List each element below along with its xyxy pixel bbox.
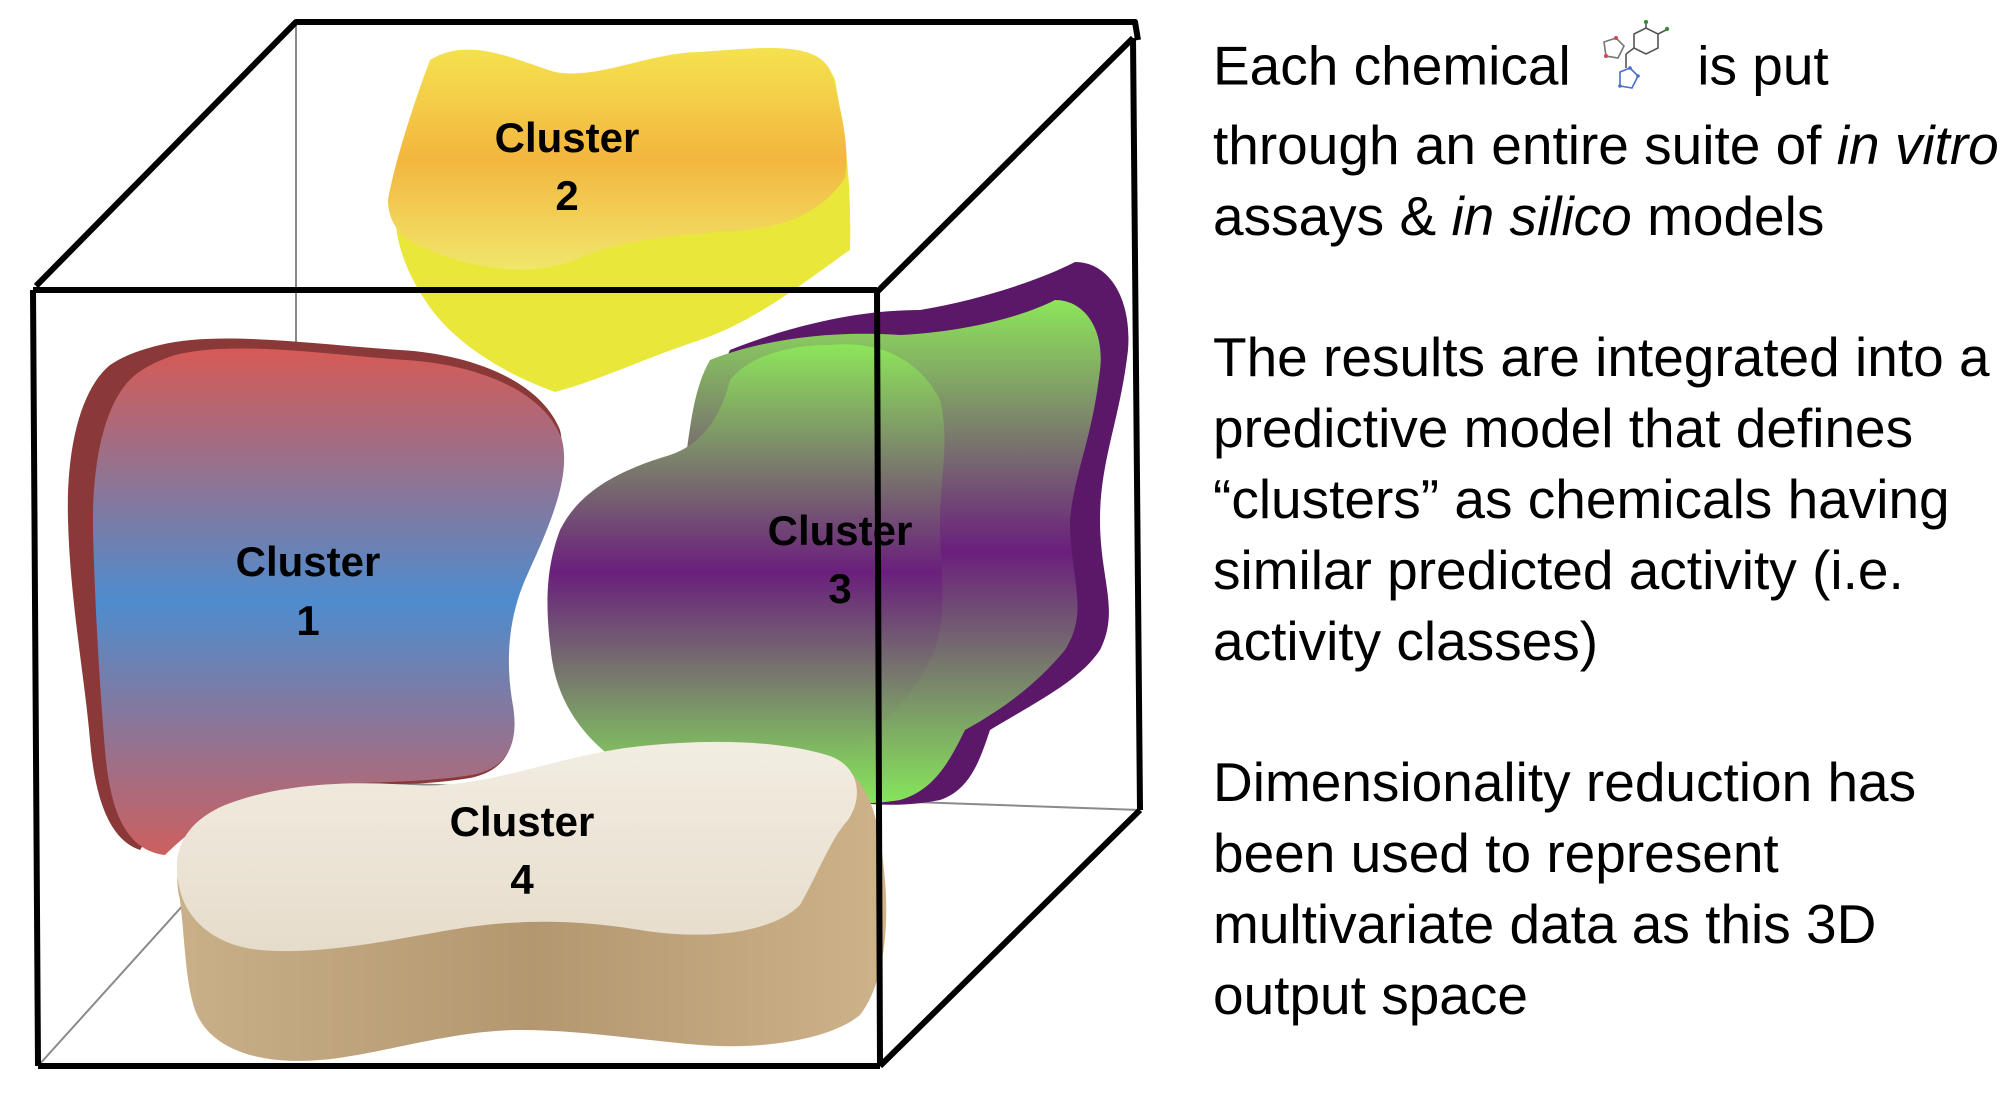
cluster-3-label-number: 3 — [828, 565, 851, 612]
cluster-1-shape: Cluster 1 — [67, 338, 565, 855]
paragraph-1-text-b: is put through an entire suite of — [1213, 34, 1829, 176]
description-paragraph-2: The results are integrated into a predic… — [1213, 326, 1990, 672]
cluster-2-label-number: 2 — [555, 172, 578, 219]
cluster-2-shape: Cluster 2 — [388, 47, 851, 393]
cube-front-face — [30, 287, 877, 1067]
chemical-structure-icon — [1603, 20, 1670, 89]
cluster-4-shape: Cluster 4 — [176, 741, 887, 1061]
paragraph-1-italic-in-silico: in silico — [1451, 185, 1632, 247]
paragraph-1-italic-in-vitro: in vitro — [1836, 114, 1999, 176]
cluster-3-label-word: Cluster — [768, 507, 913, 554]
cube-top-edges — [33, 19, 1141, 295]
description-paragraph-1: Each chemical is put through an entire s… — [1213, 20, 2003, 252]
cube-front-edges — [38, 37, 1143, 1069]
cluster-4-label-number: 4 — [510, 856, 534, 903]
cluster-2-label-word: Cluster — [495, 114, 640, 161]
cluster-1-label-word: Cluster — [236, 538, 381, 585]
cluster-diagram: Cluster 2 Cluster 3 Cluster 1 Cluster 4 — [30, 19, 1143, 1069]
cluster-1-label-number: 1 — [296, 597, 319, 644]
description-paragraph-3: Dimensionality reduction has been used t… — [1213, 751, 1917, 1026]
paragraph-1-text-c: assays & — [1213, 185, 1437, 247]
cluster-3-shape: Cluster 3 — [547, 262, 1129, 805]
cluster-4-label-word: Cluster — [450, 798, 595, 845]
description-panel: Each chemical is put through an entire s… — [1213, 20, 2003, 1031]
paragraph-1-text-a: Each chemical — [1213, 34, 1571, 97]
paragraph-1-text-d: models — [1647, 185, 1825, 247]
